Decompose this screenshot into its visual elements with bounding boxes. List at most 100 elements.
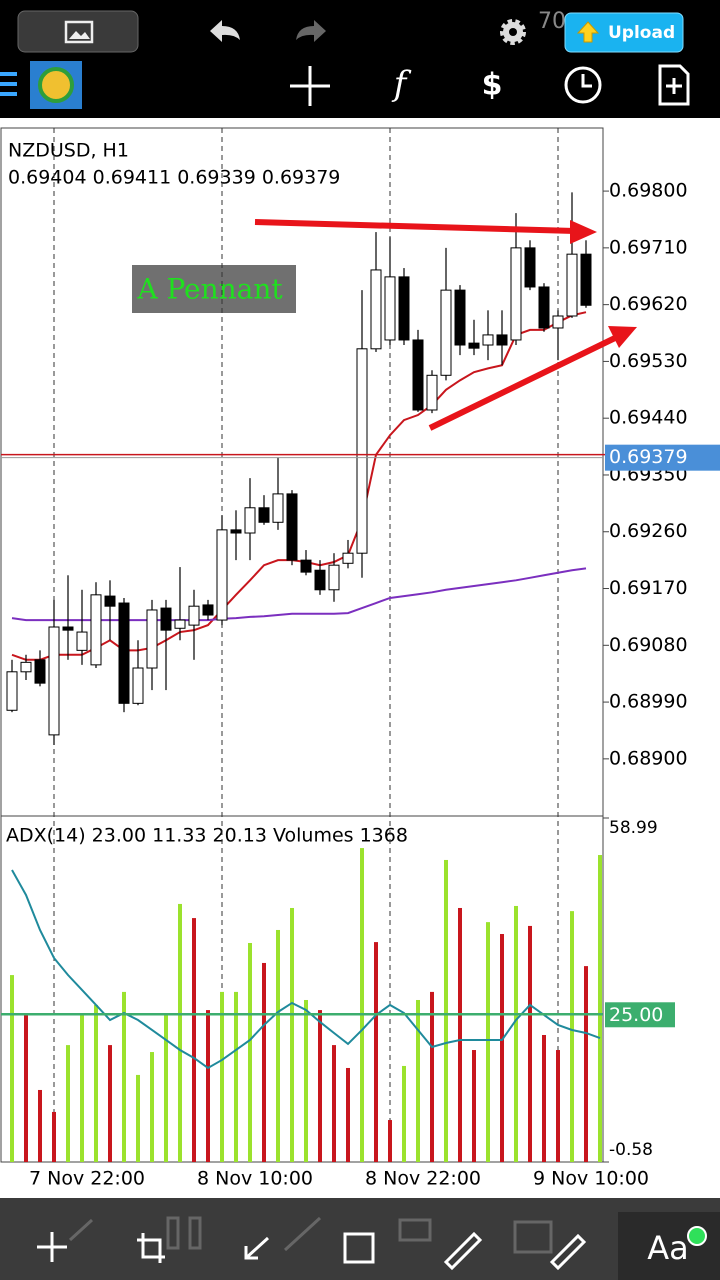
x-tick-label: 9 Nov 10:00 (533, 1168, 649, 1190)
candle-body (496, 334, 508, 346)
upload-button[interactable] (564, 12, 684, 53)
volume-bar (10, 975, 14, 1162)
pen-tool[interactable] (443, 1231, 483, 1271)
period-button[interactable] (564, 66, 602, 104)
candle-body (202, 604, 214, 616)
gallery-button[interactable] (17, 10, 139, 53)
volume-bar (108, 1045, 112, 1162)
y-tick-label: 0.69800 (609, 180, 688, 202)
volume-bar (38, 1089, 42, 1162)
x-tick-label: 8 Nov 10:00 (197, 1168, 313, 1190)
undo-button[interactable] (210, 20, 240, 42)
volume-bar (248, 942, 252, 1162)
volume-bar (192, 918, 196, 1162)
settings-icon-hole (509, 28, 517, 36)
y-tick-label: 25.00 (609, 1004, 663, 1026)
volume-bar (570, 911, 574, 1162)
volume-bar (346, 1067, 350, 1162)
volume-bar (276, 929, 280, 1162)
upload-label: Upload (608, 23, 675, 43)
volume-bar (556, 1050, 560, 1162)
candle-body (34, 659, 46, 684)
volume-bar (500, 934, 504, 1162)
upload-icon (576, 21, 600, 43)
volume-bar (234, 991, 238, 1162)
candle-body (76, 631, 88, 651)
candle-body (258, 507, 270, 523)
candle-body (174, 619, 186, 629)
bid-label: 0.69379 (609, 446, 688, 468)
candle-body (104, 595, 116, 607)
candle-body (230, 529, 242, 534)
volume-bar (136, 1074, 140, 1162)
moving-average-line (11, 567, 587, 622)
candle-body (216, 529, 228, 621)
volume-bar (584, 966, 588, 1162)
candle-body (566, 253, 578, 317)
annotation-text: A Pennant (136, 273, 283, 306)
y-tick-label: 0.68990 (609, 691, 688, 713)
candle-body (398, 276, 410, 341)
volume-bar (416, 999, 420, 1162)
app-toolbar (0, 56, 720, 118)
candle-body (370, 269, 382, 350)
bottom-toolbar (0, 1198, 720, 1280)
crosshair-button[interactable] (290, 66, 330, 106)
candle-body (412, 339, 424, 411)
x-tick-label: 8 Nov 22:00 (365, 1168, 481, 1190)
volume-bar (388, 1120, 392, 1162)
volume-bar (542, 1034, 546, 1162)
text-tool[interactable]: Aa (647, 1229, 689, 1267)
candle-body (132, 667, 144, 704)
candle-body (510, 247, 522, 341)
crop-tool[interactable] (137, 1233, 165, 1263)
marker-tool[interactable] (549, 1233, 587, 1271)
volume-bar (164, 1015, 168, 1162)
volume-bar (206, 1010, 210, 1162)
bid-label-box (605, 444, 720, 471)
new-order-button[interactable] (658, 64, 690, 106)
trend-arrows (254, 219, 637, 431)
new-order-icon (666, 78, 682, 94)
candle-body (6, 671, 18, 711)
annotation-box (132, 265, 296, 313)
y-tick-label: 0.69080 (609, 634, 688, 656)
battery-level: 70 (538, 9, 566, 34)
y-tick-label: 0.68900 (609, 747, 688, 769)
arrow-tool[interactable] (244, 1236, 270, 1260)
candle-body (188, 605, 200, 626)
candle-body (440, 289, 452, 376)
ohlc-readout: 0.69404 0.69411 0.69339 0.69379 (8, 167, 340, 189)
volume-bar (24, 1015, 28, 1162)
rectangle-tool[interactable] (343, 1232, 375, 1264)
candle-body (356, 348, 368, 554)
candle-body (118, 602, 130, 704)
volume-bar (360, 848, 364, 1162)
volume-bar (80, 1015, 84, 1162)
trade-button[interactable]: $ (482, 68, 503, 103)
candle-body (426, 374, 438, 411)
candle-body (524, 247, 536, 288)
gallery-icon (64, 20, 94, 44)
text-tool-background (618, 1212, 720, 1280)
y-tick-label: 58.99 (609, 818, 658, 838)
redo-button[interactable] (296, 20, 326, 42)
y-tick-label: 0.69170 (609, 577, 688, 599)
inactive-tools (68, 1216, 553, 1254)
candle-body (300, 559, 312, 573)
candle-body (90, 594, 102, 666)
app-logo-icon (38, 67, 74, 103)
candle-body (314, 569, 326, 591)
adx-line (11, 869, 601, 1070)
level-label-box (605, 1002, 675, 1028)
chart-title: NZDUSD, H1 (8, 140, 129, 162)
move-tool[interactable] (37, 1232, 67, 1262)
x-tick-label: 7 Nov 22:00 (29, 1168, 145, 1190)
candle-body (48, 626, 60, 736)
volume-bar (66, 1045, 70, 1162)
volume-bar (430, 991, 434, 1162)
menu-button[interactable] (0, 72, 17, 96)
candle-body (244, 507, 256, 534)
candle-body (286, 493, 298, 561)
candle-body (384, 276, 396, 341)
